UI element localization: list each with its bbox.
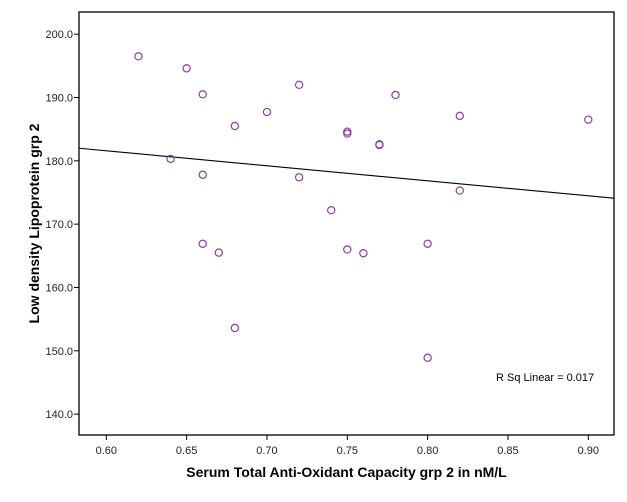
data-point	[327, 206, 336, 215]
data-point	[584, 115, 593, 124]
y-tick-label: 150.0	[45, 346, 73, 358]
y-tick-label: 170.0	[45, 219, 73, 231]
x-axis-title: Serum Total Anti-Oxidant Capacity grp 2 …	[186, 464, 507, 480]
data-point	[455, 111, 464, 121]
data-point	[262, 107, 272, 117]
data-point	[423, 239, 432, 248]
y-tick-label: 180.0	[45, 156, 73, 168]
data-point	[198, 170, 207, 179]
data-points	[134, 52, 593, 362]
data-point	[166, 154, 175, 164]
data-point	[455, 186, 464, 195]
x-tick-label: 0.65	[176, 445, 197, 457]
data-point	[391, 90, 400, 100]
data-point	[343, 245, 352, 254]
plot-frame	[78, 11, 615, 436]
data-point	[230, 323, 240, 333]
data-point	[134, 52, 143, 61]
r-squared-annotation: R Sq Linear = 0.017	[496, 372, 594, 384]
x-axis: 0.60 0.65 0.70 0.75 0.80 0.85 0.90	[96, 435, 599, 457]
data-point	[294, 80, 304, 90]
plot-border	[78, 11, 615, 436]
x-tick-label: 0.70	[256, 445, 277, 457]
data-point	[198, 239, 207, 248]
y-tick-label: 190.0	[45, 92, 73, 104]
y-tick-label: 140.0	[45, 409, 73, 421]
x-tick-label: 0.80	[417, 445, 438, 457]
y-tick-label: 200.0	[45, 29, 73, 41]
data-point	[230, 121, 240, 131]
data-point	[359, 249, 368, 258]
y-tick-label: 160.0	[45, 282, 73, 294]
data-point	[294, 173, 304, 182]
x-tick-label: 0.75	[337, 445, 358, 457]
x-tick-label: 0.60	[96, 445, 117, 457]
x-tick-label: 0.85	[497, 445, 518, 457]
data-point	[423, 353, 432, 362]
data-point	[198, 90, 207, 99]
y-axis: 140.0 150.0 160.0 170.0 180.0 190.0 200.0	[45, 29, 79, 421]
data-point	[375, 140, 384, 150]
data-point	[182, 64, 191, 73]
y-axis-title: Low density Lipoprotein grp 2	[26, 123, 42, 323]
x-tick-label: 0.90	[578, 445, 599, 457]
data-point	[343, 129, 352, 138]
data-point	[214, 248, 223, 257]
